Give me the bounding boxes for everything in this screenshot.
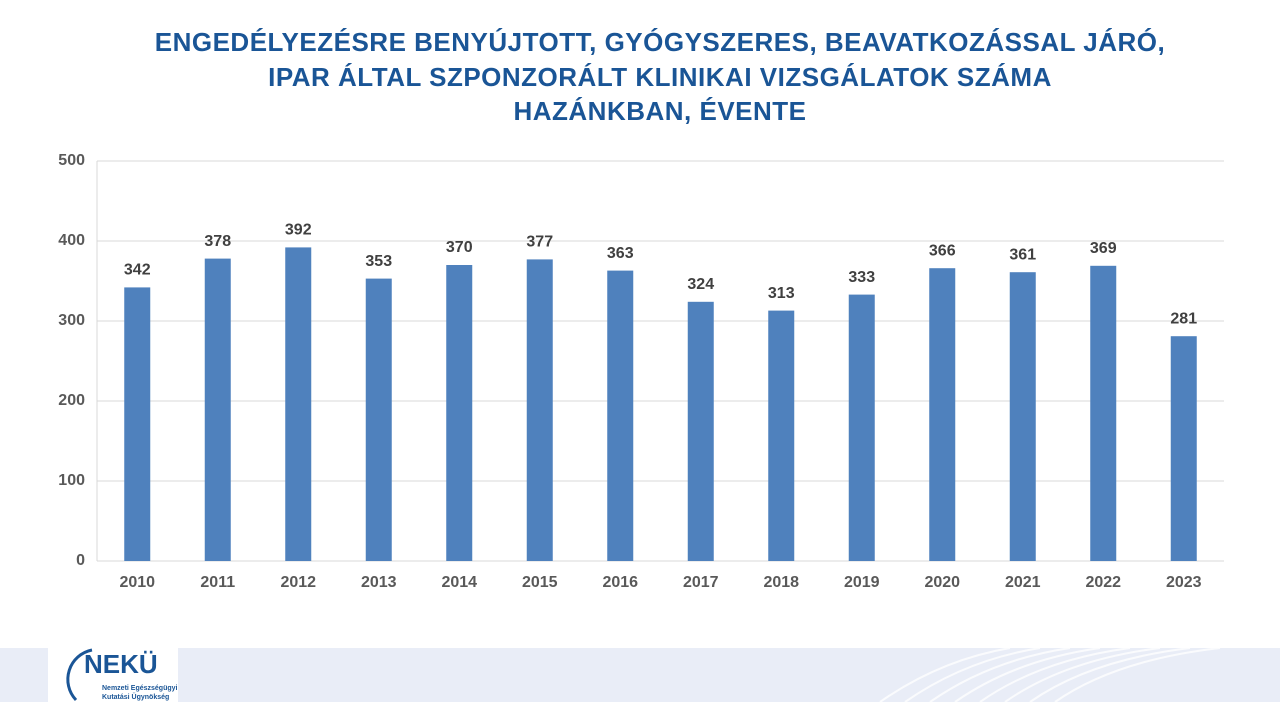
bar: [526, 259, 553, 561]
y-tick-label: 0: [76, 552, 85, 569]
logo-subtitle: Kutatási Ügynökség: [102, 692, 169, 701]
x-tick-label: 2018: [763, 574, 799, 591]
data-label: 392: [285, 222, 312, 239]
footer-decoration: [879, 647, 1221, 703]
bar: [285, 247, 312, 561]
data-label: 313: [768, 285, 795, 302]
x-tick-label: 2014: [441, 574, 477, 591]
data-label: 342: [124, 262, 151, 279]
chart-title: IPAR ÁLTAL SZPONZORÁLT KLINIKAI VIZSGÁLA…: [268, 62, 1052, 92]
y-tick-label: 200: [58, 392, 85, 409]
data-label: 370: [446, 239, 473, 256]
x-tick-label: 2021: [1005, 574, 1041, 591]
x-tick-label: 2013: [361, 574, 397, 591]
x-tick-label: 2010: [119, 574, 155, 591]
y-tick-label: 300: [58, 312, 85, 329]
x-tick-label: 2023: [1166, 574, 1202, 591]
y-tick-label: 400: [58, 232, 85, 249]
x-tick-label: 2012: [280, 574, 316, 591]
bar: [1170, 336, 1197, 561]
bar: [124, 287, 151, 561]
x-tick-label: 2017: [683, 574, 719, 591]
bar: [1009, 272, 1036, 561]
chart-title: HAZÁNKBAN, ÉVENTE: [513, 96, 806, 126]
x-tick-label: 2020: [924, 574, 960, 591]
data-label: 324: [687, 276, 714, 293]
bar: [365, 278, 392, 561]
footer: NEKÜ Nemzeti Egészségügyi Kutatási Ügynö…: [0, 644, 1280, 706]
logo-arc: [66, 648, 93, 702]
data-label: 353: [365, 253, 392, 270]
x-tick-label: 2022: [1085, 574, 1121, 591]
data-label: 281: [1170, 310, 1197, 327]
logo-subtitle: Nemzeti Egészségügyi: [102, 685, 178, 692]
x-tick-label: 2015: [522, 574, 558, 591]
x-tick-label: 2019: [844, 574, 880, 591]
data-label: 333: [848, 269, 875, 286]
bar: [607, 270, 634, 561]
data-label: 377: [526, 234, 553, 251]
bar: [848, 294, 875, 561]
bar: [768, 310, 795, 561]
data-label: 369: [1090, 240, 1117, 257]
chart-title: ENGEDÉLYEZÉSRE BENYÚJTOTT, GYÓGYSZERES, …: [155, 27, 1165, 57]
bar: [929, 268, 956, 561]
data-label: 378: [204, 233, 231, 250]
bar: [1090, 265, 1117, 561]
data-label: 361: [1009, 246, 1036, 263]
y-tick-label: 500: [58, 152, 85, 169]
y-tick-label: 100: [58, 472, 85, 489]
footer-band: [0, 648, 1280, 702]
bar: [446, 265, 473, 561]
x-tick-label: 2016: [602, 574, 638, 591]
data-label: 363: [607, 245, 634, 262]
logo-text: NEKÜ: [84, 649, 158, 679]
data-label: 366: [929, 242, 956, 259]
bar: [204, 258, 231, 561]
x-tick-label: 2011: [200, 574, 235, 591]
bar: [687, 301, 714, 561]
